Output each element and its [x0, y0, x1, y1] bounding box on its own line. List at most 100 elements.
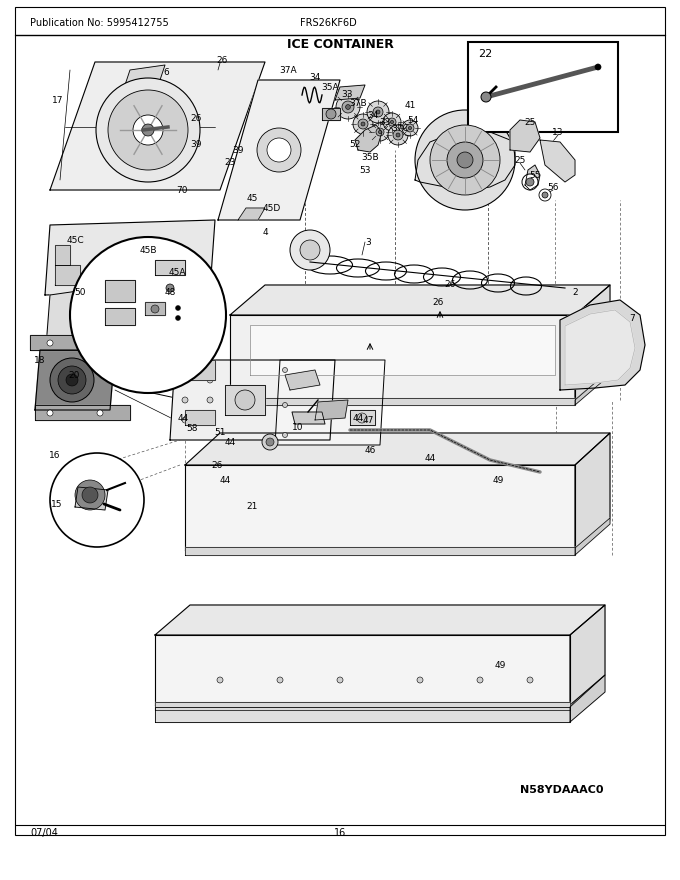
Polygon shape [50, 62, 265, 190]
Circle shape [207, 397, 213, 403]
Circle shape [70, 237, 226, 393]
Circle shape [47, 340, 53, 346]
Circle shape [383, 113, 401, 131]
Text: 7: 7 [629, 313, 635, 322]
Polygon shape [185, 547, 575, 555]
Text: 44: 44 [424, 453, 436, 463]
Circle shape [262, 434, 278, 450]
Circle shape [353, 114, 373, 134]
Polygon shape [230, 285, 610, 315]
Text: 33: 33 [379, 118, 391, 127]
Polygon shape [45, 290, 85, 360]
Polygon shape [120, 65, 165, 100]
Polygon shape [230, 398, 575, 405]
Circle shape [175, 316, 180, 320]
Text: 52: 52 [350, 140, 360, 149]
Polygon shape [30, 335, 130, 350]
Text: FRS26KF6D: FRS26KF6D [300, 18, 357, 28]
Circle shape [277, 677, 283, 683]
Circle shape [142, 124, 154, 136]
Polygon shape [250, 325, 555, 375]
Circle shape [50, 453, 144, 547]
Circle shape [409, 127, 411, 129]
Circle shape [342, 101, 354, 113]
Polygon shape [415, 132, 515, 190]
Circle shape [390, 121, 394, 123]
Text: 45D: 45D [263, 203, 281, 212]
Polygon shape [285, 370, 320, 390]
Circle shape [481, 92, 491, 102]
Polygon shape [315, 400, 348, 420]
Circle shape [66, 374, 78, 386]
Circle shape [337, 677, 343, 683]
Polygon shape [510, 120, 540, 152]
Text: 26: 26 [444, 280, 456, 289]
Text: 6: 6 [163, 68, 169, 77]
Polygon shape [350, 410, 375, 425]
Polygon shape [238, 208, 265, 220]
Polygon shape [155, 635, 570, 705]
Polygon shape [575, 285, 610, 400]
Circle shape [151, 305, 159, 313]
Circle shape [595, 64, 601, 70]
Circle shape [358, 119, 368, 129]
Polygon shape [575, 518, 610, 555]
Circle shape [376, 110, 380, 114]
Circle shape [393, 130, 403, 140]
Text: 34: 34 [309, 72, 321, 82]
Polygon shape [105, 280, 135, 302]
Text: N58YDAAAC0: N58YDAAAC0 [520, 785, 603, 795]
Circle shape [430, 125, 500, 195]
Text: 17: 17 [52, 96, 64, 105]
Text: 47: 47 [362, 415, 374, 424]
Circle shape [96, 78, 200, 182]
Circle shape [266, 438, 274, 446]
Circle shape [207, 377, 213, 383]
Polygon shape [155, 707, 570, 722]
Circle shape [336, 95, 360, 119]
Text: 45A: 45A [168, 268, 186, 276]
Circle shape [417, 677, 423, 683]
Text: 44: 44 [177, 414, 188, 422]
Polygon shape [575, 433, 610, 550]
Circle shape [217, 677, 223, 683]
Text: 16: 16 [49, 451, 61, 459]
Polygon shape [185, 410, 215, 425]
Circle shape [166, 284, 174, 292]
Text: 49: 49 [494, 661, 506, 670]
Polygon shape [355, 125, 382, 152]
Text: 58: 58 [186, 423, 198, 432]
Text: 20: 20 [68, 370, 80, 379]
Polygon shape [155, 702, 570, 710]
Bar [468, 42, 618, 132]
Text: 07/04: 07/04 [30, 828, 58, 838]
Text: 18: 18 [34, 356, 46, 364]
Text: 35B: 35B [361, 152, 379, 162]
Circle shape [300, 240, 320, 260]
Text: 44: 44 [220, 475, 231, 485]
Polygon shape [292, 412, 325, 424]
Circle shape [282, 368, 288, 372]
Text: 51: 51 [214, 428, 226, 436]
Polygon shape [335, 85, 365, 100]
Circle shape [447, 142, 483, 178]
Circle shape [47, 410, 53, 416]
Text: 49: 49 [492, 475, 504, 485]
Circle shape [182, 417, 188, 423]
Circle shape [388, 118, 396, 126]
Polygon shape [540, 140, 575, 182]
Text: 44: 44 [224, 437, 236, 446]
Circle shape [396, 133, 400, 137]
Polygon shape [560, 300, 645, 390]
Text: 25: 25 [524, 118, 536, 127]
Circle shape [235, 390, 255, 410]
Circle shape [282, 402, 288, 407]
Circle shape [182, 377, 188, 383]
Text: 33: 33 [341, 90, 353, 99]
Polygon shape [570, 605, 605, 705]
Circle shape [542, 192, 548, 198]
Circle shape [415, 110, 515, 210]
Polygon shape [35, 350, 115, 410]
Polygon shape [185, 433, 610, 465]
Text: 37A: 37A [279, 65, 296, 75]
